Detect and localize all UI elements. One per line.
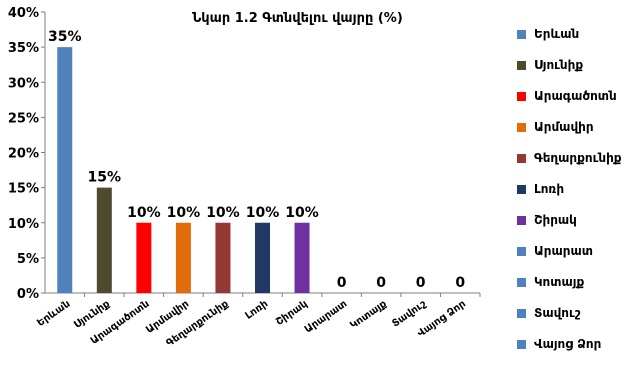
legend-label: Տավուշ <box>534 306 581 320</box>
x-tick-label: Լոռի <box>243 298 270 321</box>
legend-label: Արագածոտն <box>534 89 617 103</box>
data-label: 0 <box>376 275 386 291</box>
plot-area: 0%5%10%15%20%25%30%35%40%35%Երևան15%Սյու… <box>8 6 481 349</box>
data-label: 0 <box>455 275 465 291</box>
legend-label: Երևան <box>534 27 579 41</box>
y-tick-label: 15% <box>8 182 39 197</box>
chart-title: Նկար 1.2 Գտնվելու վայրը (%) <box>192 11 403 26</box>
data-label: 10% <box>127 205 161 221</box>
legend-label: Լոռի <box>534 182 564 196</box>
y-tick-label: 10% <box>8 217 39 232</box>
bar <box>96 187 112 293</box>
x-tick-label: Երևան <box>35 298 72 329</box>
legend-swatch <box>517 92 526 101</box>
bar <box>294 222 310 293</box>
y-tick-label: 5% <box>17 252 39 267</box>
legend-label: Սյունիք <box>534 58 583 72</box>
bar <box>136 222 152 293</box>
legend-swatch <box>517 154 526 163</box>
bar <box>215 222 231 293</box>
legend-label: Վայոց Ձոր <box>534 337 601 351</box>
y-tick-label: 20% <box>8 147 39 162</box>
legend-label: Գեղարքունիք <box>534 151 622 165</box>
x-tick-label: Արարատ <box>303 298 350 335</box>
data-label: 0 <box>337 275 347 291</box>
legend-label: Արարատ <box>534 244 593 258</box>
y-tick-label: 30% <box>8 76 39 91</box>
legend-swatch <box>517 216 526 225</box>
legend-swatch <box>517 61 526 70</box>
legend-swatch <box>517 278 526 287</box>
data-label: 10% <box>206 205 240 221</box>
bar <box>57 47 73 293</box>
legend-label: Արմավիր <box>534 120 594 134</box>
data-label: 10% <box>285 205 319 221</box>
y-tick-label: 40% <box>8 6 39 21</box>
data-label: 10% <box>167 205 201 221</box>
y-tick-label: 0% <box>17 287 39 302</box>
bar <box>175 222 191 293</box>
legend-swatch <box>517 30 526 39</box>
legend-swatch <box>517 247 526 256</box>
legend-label: Շիրակ <box>534 213 577 227</box>
bar <box>255 222 270 293</box>
legend: Երևան Սյունիք Արագածոտն Արմավիր Գեղարքունիք Լ… <box>517 27 622 351</box>
data-label: 0 <box>416 275 426 291</box>
x-tick-label: Շիրակ <box>274 298 310 328</box>
data-label: 35% <box>48 29 82 45</box>
legend-swatch <box>517 123 526 132</box>
x-tick-label: Կոտայք <box>348 298 389 331</box>
data-label: 15% <box>88 170 122 186</box>
legend-label: Կոտայք <box>534 275 584 289</box>
y-tick-label: 25% <box>8 111 39 126</box>
y-tick-label: 35% <box>8 41 39 56</box>
legend-swatch <box>517 340 526 349</box>
legend-swatch <box>517 309 526 318</box>
legend-swatch <box>517 185 526 194</box>
data-label: 10% <box>246 205 280 221</box>
